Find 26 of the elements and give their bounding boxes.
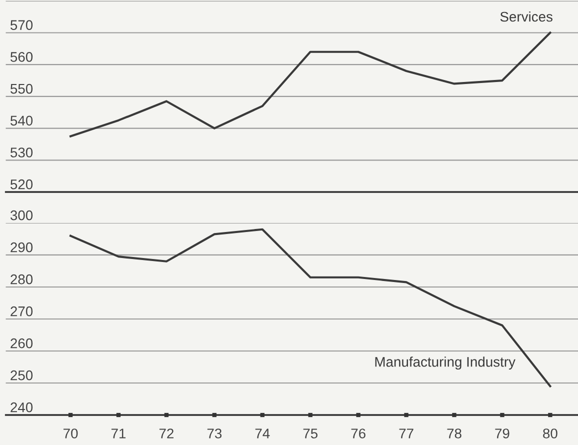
x-tick-label: 70 (64, 428, 78, 438)
y-tick-label: 550 (10, 84, 33, 94)
y-tick-label: 530 (10, 148, 33, 158)
x-tick-label: 71 (111, 428, 126, 438)
y-tick-label: 240 (10, 402, 33, 412)
y-tick-label: 570 (10, 20, 33, 30)
y-tick-label: 540 (10, 116, 33, 126)
x-tick-label: 79 (495, 428, 510, 438)
y-tick-label: 290 (10, 242, 33, 252)
x-tick-label: 77 (399, 428, 414, 438)
x-tick-label: 73 (207, 428, 222, 438)
y-tick-label: 270 (10, 306, 33, 316)
y-tick-label: 250 (10, 370, 33, 380)
y-tick-label: 280 (10, 274, 33, 284)
x-tick-label: 76 (351, 428, 366, 438)
y-tick-label: 300 (10, 210, 33, 220)
y-tick-label: 560 (10, 52, 33, 62)
x-tick-label: 80 (543, 428, 558, 438)
x-tick-label: 75 (303, 428, 318, 438)
series-label: Services (500, 11, 552, 22)
x-tick-label: 78 (447, 428, 462, 438)
y-tick-label: 260 (10, 338, 33, 348)
x-tick-label: 72 (159, 428, 174, 438)
y-tick-label: 520 (10, 179, 33, 190)
series-label: Manufacturing Industry (375, 356, 516, 370)
x-tick-label: 74 (255, 428, 270, 438)
